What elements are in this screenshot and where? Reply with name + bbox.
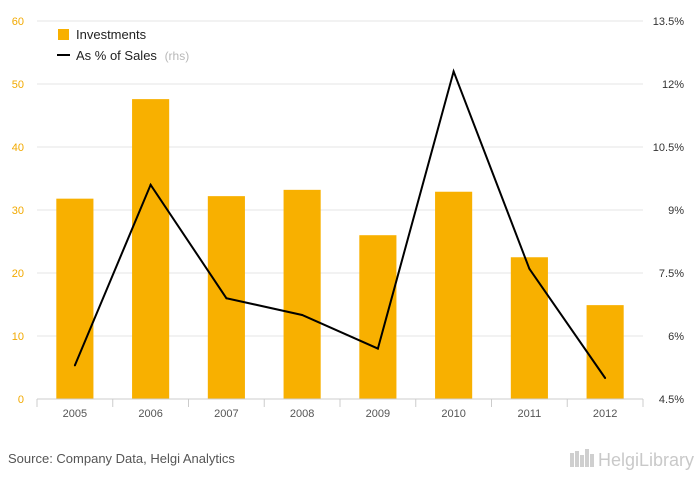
y-axis-right-tick-label: 9% (668, 205, 684, 217)
x-axis-tick-label: 2011 (518, 408, 542, 420)
line-point (604, 377, 607, 379)
y-axis-left-tick-label: 20 (12, 268, 24, 280)
y-axis-left-tick-label: 30 (12, 205, 24, 217)
y-axis-left-tick-label: 40 (12, 142, 24, 154)
legend-label-as-pct-of-sales: As % of Sales (rhs) (76, 48, 189, 63)
legend-label-investments: Investments (76, 27, 147, 42)
brand-logo: HelgiLibrary (570, 449, 694, 470)
legend-label-rhs-suffix: (rhs) (165, 49, 190, 63)
bar (359, 235, 397, 399)
x-axis-tick-label: 2005 (63, 408, 87, 420)
x-axis-tick-label: 2012 (593, 408, 617, 420)
axes: 0 10 20 30 40 50 60 4.5% 6% 7.5% 9% 10.5% 12% 13.5% 20… (12, 16, 684, 420)
x-axis-tick-label: 2010 (441, 408, 465, 420)
y-axis-right-tick-label: 4.5% (659, 394, 684, 406)
y-axis-right-tick-label: 7.5% (659, 268, 684, 280)
y-axis-left-tick-label: 60 (12, 16, 24, 28)
y-axis-left-tick-label: 50 (12, 79, 24, 91)
line-point (73, 364, 76, 367)
line-series-as-pct-of-sales (73, 68, 607, 379)
gridlines (37, 20, 643, 337)
line-point (225, 297, 228, 300)
bar (510, 257, 548, 399)
x-axis-tick-label: 2009 (366, 408, 390, 420)
y-axis-left-tick-label: 10 (12, 331, 24, 343)
brand-name: HelgiLibrary (598, 450, 694, 470)
x-axis-tick-label: 2007 (214, 408, 238, 420)
line-point (528, 267, 531, 270)
y-axis-right-tick-label: 12% (662, 79, 684, 91)
bar (132, 99, 170, 400)
y-axis-right-tick-label: 13.5% (653, 16, 684, 28)
footer: Source: Company Data, Helgi Analytics He… (8, 449, 694, 470)
y-axis-right-tick-label: 6% (668, 331, 684, 343)
y-axis-left-tick-label: 0 (18, 394, 24, 406)
bar (586, 305, 624, 399)
legend-label-as-pct-of-sales-name: As % of Sales (76, 48, 157, 63)
bar (283, 189, 321, 399)
source-note: Source: Company Data, Helgi Analytics (8, 451, 235, 466)
bar-series-investments (56, 99, 624, 400)
line-point (149, 183, 152, 186)
line-point (376, 347, 379, 350)
x-axis-tick-label: 2006 (138, 408, 162, 420)
library-icon (570, 449, 594, 467)
bar (56, 198, 94, 399)
bar (435, 191, 473, 399)
legend-swatch-investments (58, 29, 69, 40)
line-point (452, 70, 455, 73)
line-point (301, 314, 304, 316)
y-axis-right-tick-label: 10.5% (653, 142, 684, 154)
legend: Investments As % of Sales (rhs) (57, 27, 189, 63)
x-axis-tick-label: 2008 (290, 408, 314, 420)
line-path (73, 68, 606, 379)
